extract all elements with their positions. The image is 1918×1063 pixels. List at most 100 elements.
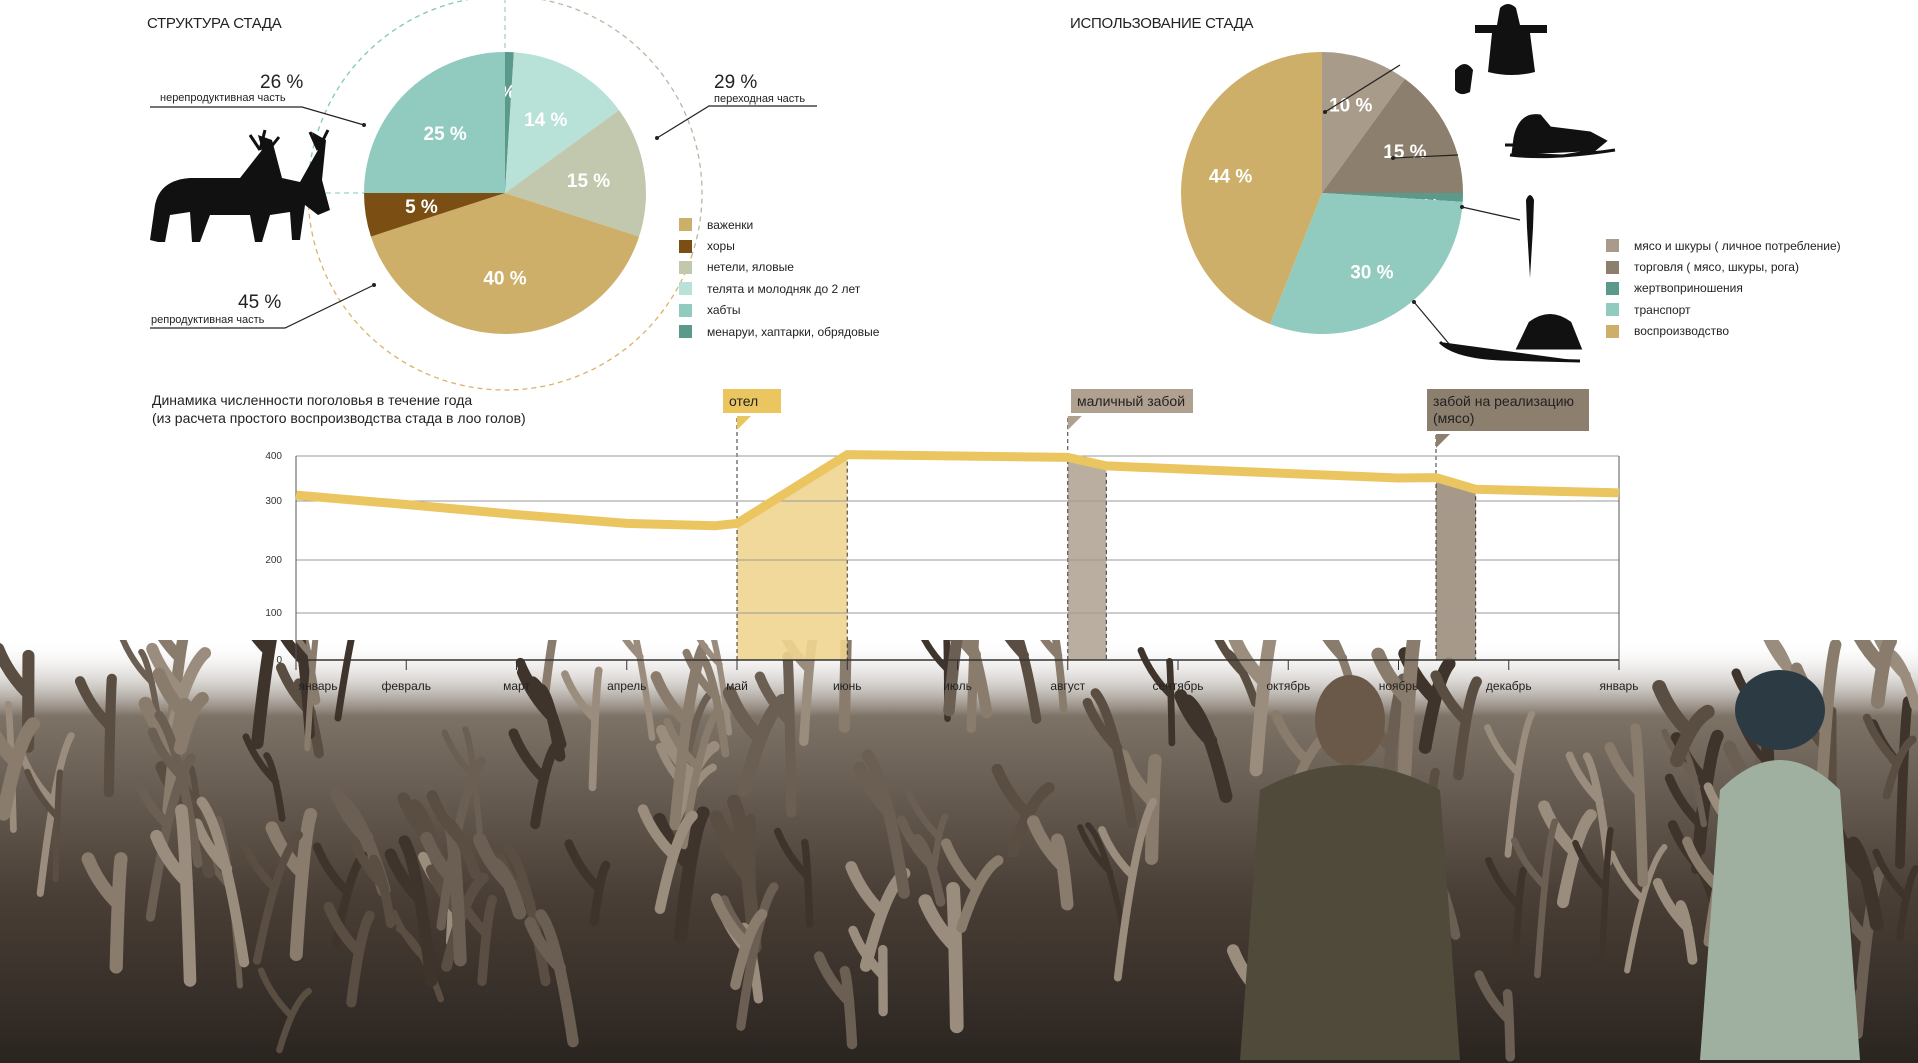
pie-slice <box>370 193 640 335</box>
x-tick-label: декабрь <box>1486 679 1532 693</box>
legend-item: жертвоприношения <box>1606 278 1841 299</box>
legend-label: торговля ( мясо, шкуры, рога) <box>1634 260 1799 275</box>
leader-clothing <box>1324 64 1401 113</box>
dynamics-title-line: Динамика численности поголовья в течение… <box>152 392 473 408</box>
person-jacket <box>1700 760 1860 1060</box>
pie-slice-label: 10 % <box>1329 95 1372 116</box>
antler-shape <box>918 881 964 1034</box>
antler-shape <box>1116 749 1162 865</box>
legend-label: телята и молодняк до 2 лет <box>707 281 861 296</box>
pie-slice <box>364 52 505 193</box>
antler-shape <box>1077 822 1128 941</box>
antler-shape <box>294 640 319 752</box>
legend-item: нетели, яловые <box>679 257 879 278</box>
legend-swatch <box>679 282 692 296</box>
x-tick-label: апрель <box>607 679 646 693</box>
pie-slice <box>1270 193 1463 334</box>
person-hood <box>1735 670 1825 750</box>
pie-slice <box>364 193 505 237</box>
antler-shape <box>754 651 797 818</box>
antler-shape <box>848 925 888 1017</box>
antler-shape <box>682 648 730 758</box>
x-tick-label: январь <box>299 679 338 693</box>
legend-label: жертвоприношения <box>1634 281 1743 296</box>
x-tick-label: сентябрь <box>1152 679 1203 693</box>
antler-shape <box>74 673 117 798</box>
legend-item: воспроизводство <box>1606 321 1841 342</box>
legend-label: мясо и шкуры ( личное потребление) <box>1634 238 1841 253</box>
antler-shape <box>426 790 482 880</box>
antler-shape <box>1004 640 1042 724</box>
antler-shape <box>564 839 611 927</box>
leader-snowmobile <box>1392 154 1459 159</box>
antler-shape <box>152 667 209 755</box>
antler-shape <box>81 852 128 974</box>
antler-shape <box>384 835 438 987</box>
callout-transition-label: переходная часть <box>714 93 806 105</box>
y-tick-label: 0 <box>276 655 282 666</box>
knife-icon <box>1526 195 1534 278</box>
x-tick-label: июнь <box>833 679 862 693</box>
x-tick-label: май <box>726 679 748 693</box>
x-tick-label: март <box>503 679 530 693</box>
antler-shape <box>1371 640 1421 807</box>
herd-size-line <box>295 450 1620 531</box>
legend-label: хоры <box>707 239 735 254</box>
antler-shape <box>955 640 993 719</box>
x-tick-label: январь <box>1600 679 1639 693</box>
leader-clothing-dot <box>1323 110 1327 114</box>
sled-icon <box>1438 314 1583 363</box>
leader-repro <box>150 284 375 329</box>
callout-repro-label: репродуктивная часть <box>151 314 265 326</box>
antler-shape <box>257 967 312 1054</box>
antler-shape <box>853 749 911 899</box>
antler-shape <box>24 768 64 882</box>
pie-slice <box>1322 78 1463 193</box>
antler-shape <box>1474 970 1516 1062</box>
usage-legend: мясо и шкуры ( личное потребление) торгов… <box>1606 235 1841 342</box>
legend-item: мясо и шкуры ( личное потребление) <box>1606 235 1841 256</box>
leader-sled-dot <box>1412 300 1416 304</box>
pie-slice-label: 15 % <box>567 171 610 192</box>
parka-icon <box>1475 4 1547 75</box>
antler-shape <box>838 640 852 733</box>
x-tick-label: июль <box>943 679 972 693</box>
antler-shape <box>652 806 710 944</box>
leader-repro-dot <box>372 283 376 287</box>
antler-shape <box>242 733 286 822</box>
antler-shape <box>1214 640 1260 707</box>
pie-slice-label: 25 % <box>424 124 467 145</box>
boots-icon <box>1455 64 1473 95</box>
flag-pointer <box>737 416 751 430</box>
antler-shape <box>896 815 946 907</box>
antler-shape <box>1572 827 1614 973</box>
reindeer-herd-photo <box>0 640 1918 1063</box>
legend-label: транспорт <box>1634 302 1691 317</box>
x-tick-label: октябрь <box>1266 679 1310 693</box>
leader-knife <box>1461 206 1521 221</box>
antler-shape <box>1652 878 1698 965</box>
antler-shape <box>637 804 698 915</box>
legend-label: менаруи, хаптарки, обрядовые <box>707 324 880 339</box>
pie-slice <box>505 110 647 237</box>
antler-shape <box>472 832 527 920</box>
pie-slice <box>1181 52 1322 325</box>
pie-slice <box>1322 52 1405 193</box>
antler-shape <box>524 909 579 1048</box>
legend-swatch <box>679 325 692 339</box>
leader-nonrepro <box>150 106 365 126</box>
slaughter-flag: маличный забой <box>1071 389 1193 413</box>
legend-item: торговля ( мясо, шкуры, рога) <box>1606 256 1841 277</box>
legend-swatch <box>679 218 692 232</box>
callout-nonrepro-pct: 26 % <box>260 72 304 93</box>
legend-swatch <box>1606 260 1619 274</box>
antler-shape <box>991 763 1055 858</box>
antler-shape <box>1604 723 1649 888</box>
group-ring-arc <box>307 192 693 391</box>
antler-shape <box>239 830 303 965</box>
antler-shape <box>1174 689 1233 803</box>
group-ring-arc <box>540 0 703 255</box>
callout-repro-pct: 45 % <box>238 292 282 313</box>
callout-transition-pct: 29 % <box>714 72 758 93</box>
antler-shape <box>1652 679 1715 768</box>
